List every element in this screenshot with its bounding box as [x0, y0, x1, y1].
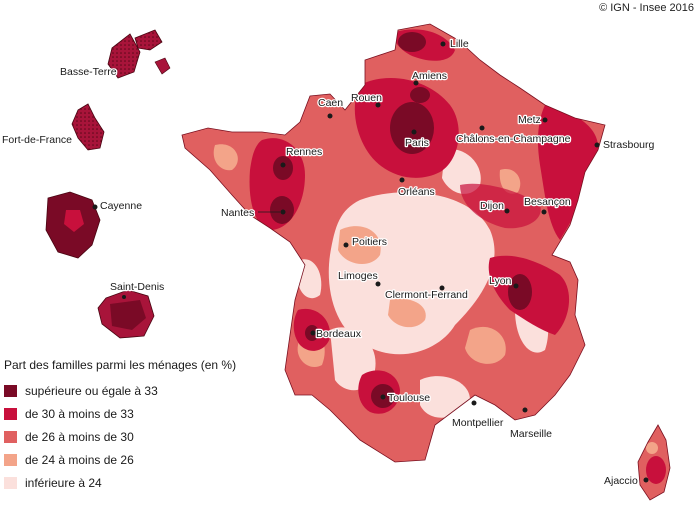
- city-dot-strasbourg: [594, 142, 600, 148]
- legend-title: Part des familles parmi les ménages (en …: [4, 358, 237, 372]
- city-dot-paris: [411, 129, 417, 135]
- city-label-orleans: Orléans: [398, 186, 435, 198]
- city-dot-bordeaux: [310, 330, 316, 336]
- city-label-metz: Metz: [518, 114, 541, 126]
- city-dot-ajaccio: [643, 477, 649, 483]
- city-dot-limoges: [375, 281, 381, 287]
- city-label-limoges: Limoges: [338, 270, 378, 282]
- city-label-bordeaux: Bordeaux: [316, 328, 362, 340]
- copyright-credit: © IGN - Insee 2016: [599, 2, 694, 14]
- legend-swatch: [4, 430, 17, 443]
- legend-swatch: [4, 384, 17, 397]
- city-dot-saint-denis: [122, 295, 126, 299]
- city-label-rennes: Rennes: [286, 146, 322, 158]
- martinique: [71, 103, 105, 151]
- city-label-nantes: Nantes: [221, 207, 254, 219]
- city-label-paris: Paris: [405, 137, 429, 149]
- city-label-cayenne: Cayenne: [100, 200, 142, 212]
- city-dot-clermont: [439, 285, 445, 291]
- legend-swatch: [4, 453, 17, 466]
- city-label-lille: Lille: [450, 38, 469, 50]
- city-dot-cayenne: [92, 204, 98, 210]
- city-label-toulouse: Toulouse: [388, 392, 430, 404]
- city-label-besancon: Besançon: [524, 196, 571, 208]
- city-label-clermont: Clermont-Ferrand: [385, 289, 468, 301]
- city-dot-montpellier: [471, 400, 477, 406]
- legend-item: de 30 à moins de 33: [4, 402, 264, 425]
- map-legend: Part des familles parmi les ménages (en …: [4, 358, 264, 494]
- city-dot-nantes: [280, 209, 286, 215]
- legend-swatch: [4, 476, 17, 489]
- city-label-amiens: Amiens: [412, 70, 447, 82]
- city-dot-besancon: [541, 209, 547, 215]
- city-label-fort-de-france: Fort-de-France: [2, 134, 72, 146]
- corsica: [637, 424, 671, 501]
- legend-label: supérieure ou égale à 33: [25, 383, 158, 398]
- city-markers: [92, 41, 649, 483]
- city-label-dijon: Dijon: [480, 200, 504, 212]
- city-dot-toulouse: [380, 394, 386, 400]
- city-labels: Lille Amiens Rouen Caen Metz Paris Châlo…: [1, 37, 656, 489]
- city-dot-lille: [440, 41, 446, 47]
- guadeloupe: [107, 29, 171, 79]
- city-label-marseille: Marseille: [510, 428, 552, 440]
- city-dot-caen: [327, 113, 333, 119]
- legend-label: inférieure à 24: [25, 475, 102, 490]
- legend-swatch: [4, 407, 17, 420]
- city-dot-dijon: [504, 208, 510, 214]
- legend-item: de 24 à moins de 26: [4, 448, 264, 471]
- city-dot-orleans: [399, 177, 405, 183]
- city-label-basse-terre: Basse-Terre: [60, 66, 117, 78]
- reunion: [97, 289, 155, 339]
- legend-label: de 26 à moins de 30: [25, 429, 134, 444]
- city-label-chalons: Châlons-en-Champagne: [456, 133, 571, 145]
- city-label-ajaccio: Ajaccio: [604, 475, 638, 487]
- city-label-rouen: Rouen: [351, 92, 382, 104]
- city-dot-rennes: [280, 162, 286, 168]
- city-dot-amiens: [413, 80, 419, 86]
- city-label-strasbourg: Strasbourg: [603, 139, 655, 151]
- city-dot-metz: [542, 117, 548, 123]
- city-dot-marseille: [522, 407, 528, 413]
- city-dot-chalons: [479, 125, 485, 131]
- legend-label: de 24 à moins de 26: [25, 452, 134, 467]
- legend-item: inférieure à 24: [4, 471, 264, 494]
- city-label-caen: Caen: [318, 97, 343, 109]
- legend-item: de 26 à moins de 30: [4, 425, 264, 448]
- legend-item: supérieure ou égale à 33: [4, 379, 264, 402]
- city-dot-lyon: [513, 283, 519, 289]
- city-label-poitiers: Poitiers: [352, 236, 387, 248]
- city-label-lyon: Lyon: [489, 275, 512, 287]
- city-dot-rouen: [375, 102, 381, 108]
- city-dot-poitiers: [343, 242, 349, 248]
- city-label-montpellier: Montpellier: [452, 417, 504, 429]
- legend-label: de 30 à moins de 33: [25, 406, 134, 421]
- city-label-saint-denis: Saint-Denis: [110, 281, 164, 293]
- guyane: [45, 191, 101, 259]
